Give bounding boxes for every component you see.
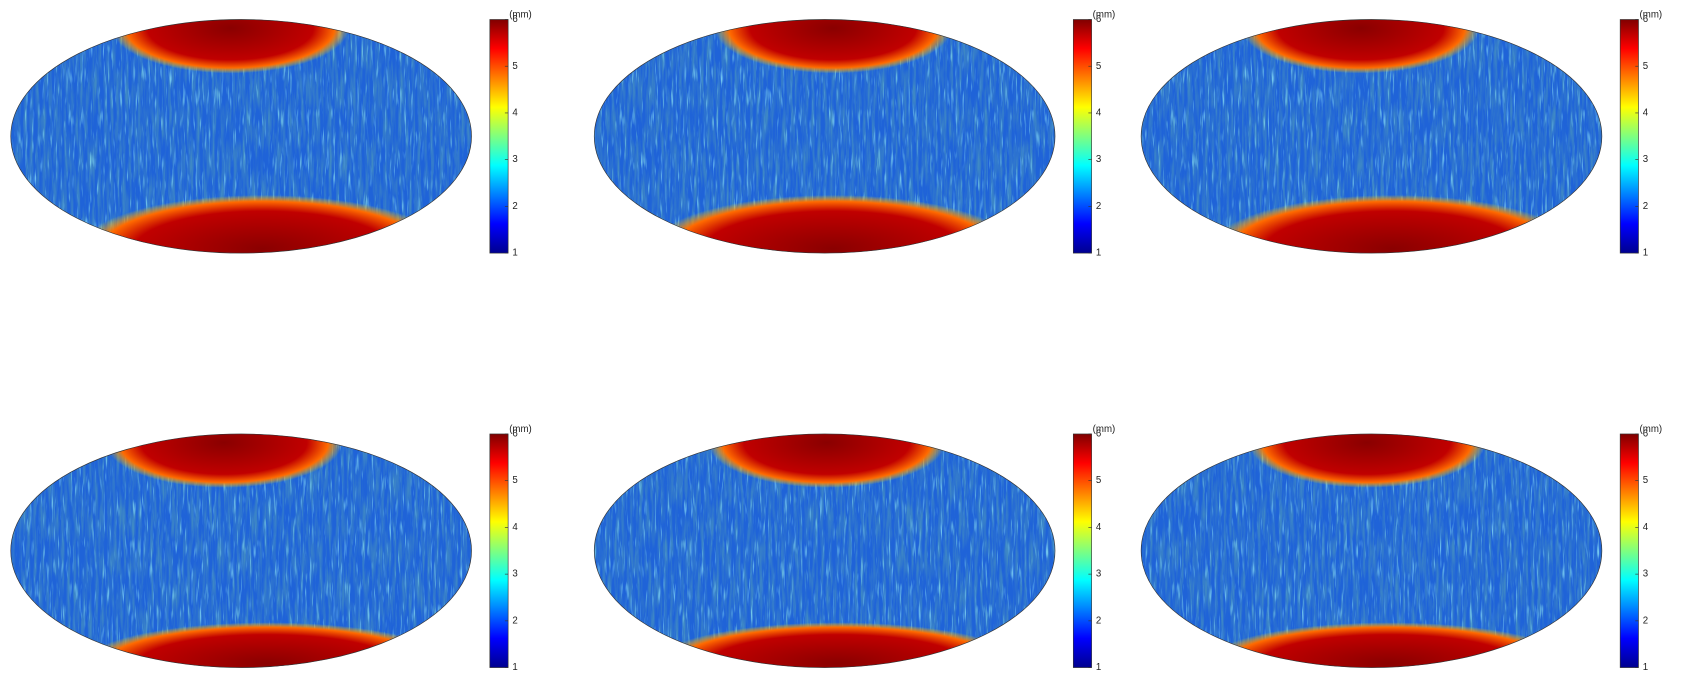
colorbar-tick-label: 5 (1643, 475, 1648, 486)
map (10, 433, 472, 668)
colorbar-label: (mm) (1093, 424, 1116, 435)
colorbar-tick-label: 6 (512, 14, 517, 25)
colorbar-tick-label: 4 (1096, 522, 1102, 533)
south-cap (654, 622, 1021, 668)
south-cap (1205, 622, 1572, 668)
map (594, 433, 1055, 668)
map-outline (593, 19, 1056, 254)
north-cap (1248, 433, 1486, 488)
map-outline (10, 19, 472, 254)
map-panel: 1 2 3 4 5 6(mm) (1140, 424, 1663, 673)
north-cap (708, 433, 946, 488)
south-cap (79, 194, 446, 254)
colorbar-tick-label: 5 (1643, 61, 1648, 72)
colorbar-tick-label: 5 (512, 475, 517, 486)
colorbar-tick-label: 4 (512, 522, 518, 533)
colorbar-tick-label: 4 (1643, 522, 1649, 533)
colorbar-tick-label: 1 (1643, 662, 1648, 672)
colorbar-label: (mm) (1640, 10, 1663, 21)
map (1141, 433, 1602, 668)
colorbar-tick-label: 1 (512, 662, 517, 672)
colorbar (489, 19, 509, 254)
map-panel: 1 2 3 4 5 6(mm) (10, 10, 532, 259)
colorbar-tick-label: 2 (512, 201, 517, 212)
colorbar-tick-label: 1 (1096, 248, 1101, 259)
colorbar (1072, 19, 1092, 254)
colorbar-tick-label: 4 (1643, 108, 1649, 119)
colorbar-label: (mm) (509, 424, 532, 435)
map (1141, 19, 1602, 254)
colorbar-label: (mm) (509, 10, 532, 21)
map-outline (10, 433, 472, 668)
map-panel: 1 2 3 4 5 6(mm) (10, 424, 532, 673)
colorbar-tick-label: 3 (1643, 154, 1648, 165)
colorbar (1619, 19, 1639, 254)
colorbar-tick-label: 4 (512, 108, 518, 119)
colorbar-tick-label: 6 (512, 429, 517, 440)
north-cap (105, 433, 343, 488)
colorbar-tick-label: 3 (1096, 154, 1101, 165)
colorbar-tick-label: 6 (1643, 429, 1648, 440)
colorbar-tick-label: 5 (1096, 475, 1101, 486)
north-cap (714, 19, 952, 74)
colorbar-tick-label: 2 (1643, 615, 1648, 626)
map (594, 19, 1055, 254)
colorbar (1072, 433, 1092, 668)
north-cap (111, 19, 349, 74)
colorbar-tick-label: 1 (1096, 662, 1101, 672)
colorbar-tick-label: 4 (1096, 108, 1102, 119)
colorbar-tick-label: 3 (512, 154, 517, 165)
south-cap (83, 622, 450, 668)
map-panel: 1 2 3 4 5 6(mm) (593, 424, 1116, 673)
map-outline (1140, 433, 1603, 668)
south-cap (1210, 194, 1577, 254)
north-cap (1242, 19, 1480, 74)
colorbar (1619, 433, 1639, 668)
colorbar-tick-label: 3 (1643, 569, 1648, 580)
south-cap (650, 194, 1017, 254)
colorbar-tick-label: 1 (512, 248, 517, 259)
map-panel: 1 2 3 4 5 6(mm) (593, 10, 1116, 259)
map-outline (1140, 19, 1603, 254)
colorbar-tick-label: 5 (512, 61, 517, 72)
colorbar-tick-label: 3 (1096, 569, 1101, 580)
colorbar-tick-label: 6 (1096, 429, 1101, 440)
colorbar-tick-label: 6 (1643, 14, 1648, 25)
colorbar-tick-label: 6 (1096, 14, 1101, 25)
map-outline (593, 433, 1056, 668)
colorbar-tick-label: 2 (512, 615, 517, 626)
colorbar-tick-label: 2 (1096, 615, 1101, 626)
colorbar-tick-label: 2 (1096, 201, 1101, 212)
map-panel: 1 2 3 4 5 6(mm) (1140, 10, 1663, 259)
colorbar (489, 433, 509, 668)
colorbar-label: (mm) (1640, 424, 1663, 435)
colorbar-tick-label: 2 (1643, 201, 1648, 212)
colorbar-tick-label: 5 (1096, 61, 1101, 72)
colorbar-tick-label: 3 (512, 569, 517, 580)
colorbar-tick-label: 1 (1643, 248, 1648, 259)
colorbar-label: (mm) (1093, 10, 1116, 21)
map (10, 19, 472, 254)
